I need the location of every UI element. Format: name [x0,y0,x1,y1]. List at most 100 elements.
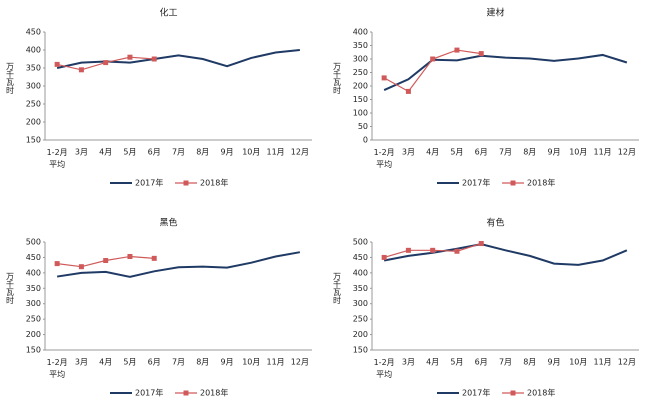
series-line [56,49,300,69]
y-tick-label: 0 [363,136,368,145]
legend-label: 2017年 [462,178,490,188]
x-tick-label: 1-2月平均 [47,358,68,379]
y-tick-label: 250 [26,315,41,324]
legend-label: 2017年 [462,388,490,398]
x-tick-label: 12月 [291,148,309,157]
legend-label: 2018年 [200,178,228,188]
point-marker [478,51,484,57]
x-tick-label: 4月 [426,148,439,157]
y-tick-label: 350 [26,284,41,293]
y-tick-label: 250 [26,100,41,109]
x-tick-label: 6月 [148,148,161,157]
y-tick-label: 150 [353,95,368,104]
x-tick-label: 9月 [220,148,233,157]
y-tick-label: 450 [26,253,41,262]
point-marker [54,261,60,267]
y-tick-label: 300 [26,82,41,91]
point-marker [151,255,157,261]
x-tick-label: 4月 [99,358,112,367]
point-marker [103,258,109,264]
y-tick-label: 50 [358,122,368,131]
point-marker [381,75,387,81]
x-tick-label: 5月 [123,358,136,367]
x-tick-label: 8月 [196,358,209,367]
x-tick-label: 7月 [499,358,512,367]
y-tick-label: 500 [26,238,41,247]
x-tick-label: 12月 [618,358,636,367]
chart-title: 化工 [159,7,177,19]
y-tick-label: 450 [26,28,41,37]
point-marker [454,248,460,254]
y-tick-label: 200 [353,82,368,91]
chart-title: 有色 [486,217,504,229]
x-tick-label: 8月 [523,148,536,157]
y-tick-label: 150 [26,346,41,355]
x-tick-label: 6月 [475,148,488,157]
point-marker [78,264,84,270]
x-tick-label: 10月 [569,148,587,157]
y-tick-label: 200 [353,330,368,339]
point-marker [454,47,460,53]
point-marker [78,67,84,73]
x-tick-label: 3月 [75,148,88,157]
y-tick-label: 350 [26,64,41,73]
y-tick-label: 450 [353,253,368,262]
point-marker [381,254,387,260]
legend-marker [183,180,189,186]
x-tick-label: 5月 [450,148,463,157]
x-tick-label: 9月 [547,148,560,157]
x-tick-label: 9月 [220,358,233,367]
x-tick-label: 7月 [172,358,185,367]
x-tick-label: 4月 [99,148,112,157]
y-tick-label: 300 [26,299,41,308]
x-tick-label: 11月 [266,358,284,367]
y-tick-label: 200 [26,330,41,339]
y-tick-label: 300 [353,55,368,64]
series-line [383,49,482,93]
chart-title: 黑色 [159,217,177,229]
y-tick-label: 150 [26,136,41,145]
x-tick-label: 5月 [123,148,136,157]
y-tick-label: 250 [353,68,368,77]
x-tick-label: 10月 [242,148,260,157]
y-tick-label: 200 [26,118,41,127]
legend-label: 2018年 [527,388,555,398]
x-tick-label: 7月 [499,148,512,157]
legend-label: 2017年 [135,388,163,398]
x-tick-label: 4月 [426,358,439,367]
x-tick-label: 10月 [569,358,587,367]
x-tick-label: 3月 [402,148,415,157]
y-tick-label: 400 [26,46,41,55]
x-tick-label: 1-2月平均 [374,358,395,379]
x-tick-label: 9月 [547,358,560,367]
point-marker [151,56,157,62]
x-tick-label: 1-2月平均 [374,148,395,169]
y-tick-label: 150 [353,346,368,355]
y-axis-label: 万千瓦时 [333,272,342,304]
x-tick-label: 3月 [402,358,415,367]
y-tick-label: 400 [353,268,368,277]
x-tick-label: 10月 [242,358,260,367]
point-marker [478,241,484,247]
y-axis-label: 万千瓦时 [6,62,15,94]
point-marker [127,54,133,60]
x-tick-label: 11月 [266,148,284,157]
x-tick-label: 11月 [593,148,611,157]
y-tick-label: 500 [353,238,368,247]
legend-marker [510,180,516,186]
point-marker [430,247,436,253]
point-marker [405,247,411,253]
series-line [56,251,301,278]
point-marker [54,61,60,67]
point-marker [405,88,411,94]
y-axis-label: 万千瓦时 [6,272,15,304]
legend-marker [183,390,189,396]
x-tick-label: 6月 [475,358,488,367]
x-tick-label: 5月 [450,358,463,367]
x-tick-label: 12月 [618,148,636,157]
y-tick-label: 400 [26,268,41,277]
x-tick-label: 6月 [148,358,161,367]
legend-marker [510,390,516,396]
x-tick-label: 3月 [75,358,88,367]
x-tick-label: 8月 [523,358,536,367]
